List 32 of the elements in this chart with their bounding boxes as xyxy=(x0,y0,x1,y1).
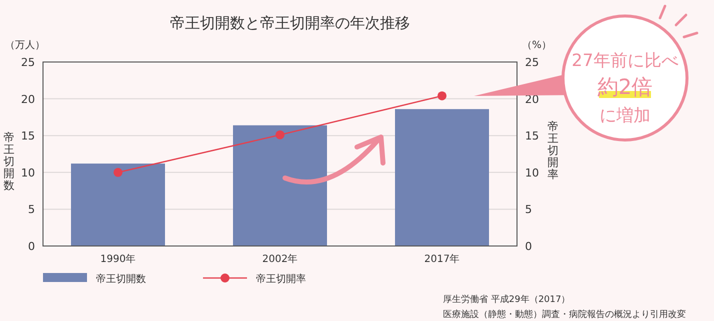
y2-tick-label: 0 xyxy=(525,240,532,253)
y2-axis-title: 帝王切開率 xyxy=(548,120,558,181)
y-tick-label: 5 xyxy=(28,203,35,216)
y2-tick-label: 10 xyxy=(525,166,539,180)
bar xyxy=(71,164,165,246)
point xyxy=(114,168,122,177)
text: に増加 xyxy=(600,106,650,126)
y2-tick-label: 15 xyxy=(525,130,539,143)
text: （%） xyxy=(522,40,552,51)
text: 厚生労働省 平成29年（2017） xyxy=(443,294,570,305)
text: 医療施設（静態・動態）調査・病院報告の概況より引用改変 xyxy=(443,309,686,320)
point xyxy=(438,91,446,100)
y-tick-label: 10 xyxy=(21,166,35,180)
bar xyxy=(233,125,327,246)
y2-tick-label: 20 xyxy=(525,92,539,106)
chart-title: 帝王切開数と帝王切開率の年次推移 xyxy=(170,14,410,32)
legend-label: 帝王切開数 xyxy=(96,273,146,285)
x-tick-label: 2002年 xyxy=(262,253,298,265)
x-tick-label: 1990年 xyxy=(100,253,136,265)
y-tick-label: 25 xyxy=(21,56,35,69)
text: （万人） xyxy=(5,40,45,51)
y-axis-title: 帝王切開数 xyxy=(4,131,14,192)
y2-tick-label: 5 xyxy=(525,203,532,216)
point xyxy=(276,130,284,140)
x-tick-label: 2017年 xyxy=(424,253,460,265)
legend-label: 帝王切開率 xyxy=(256,273,306,285)
y2-tick-label: 25 xyxy=(525,56,539,69)
text: 27年前に比べ xyxy=(572,51,678,71)
y-tick-label: 15 xyxy=(21,130,35,143)
bar xyxy=(395,109,489,246)
y-tick-label: 20 xyxy=(21,92,35,106)
y-tick-label: 0 xyxy=(28,240,35,253)
